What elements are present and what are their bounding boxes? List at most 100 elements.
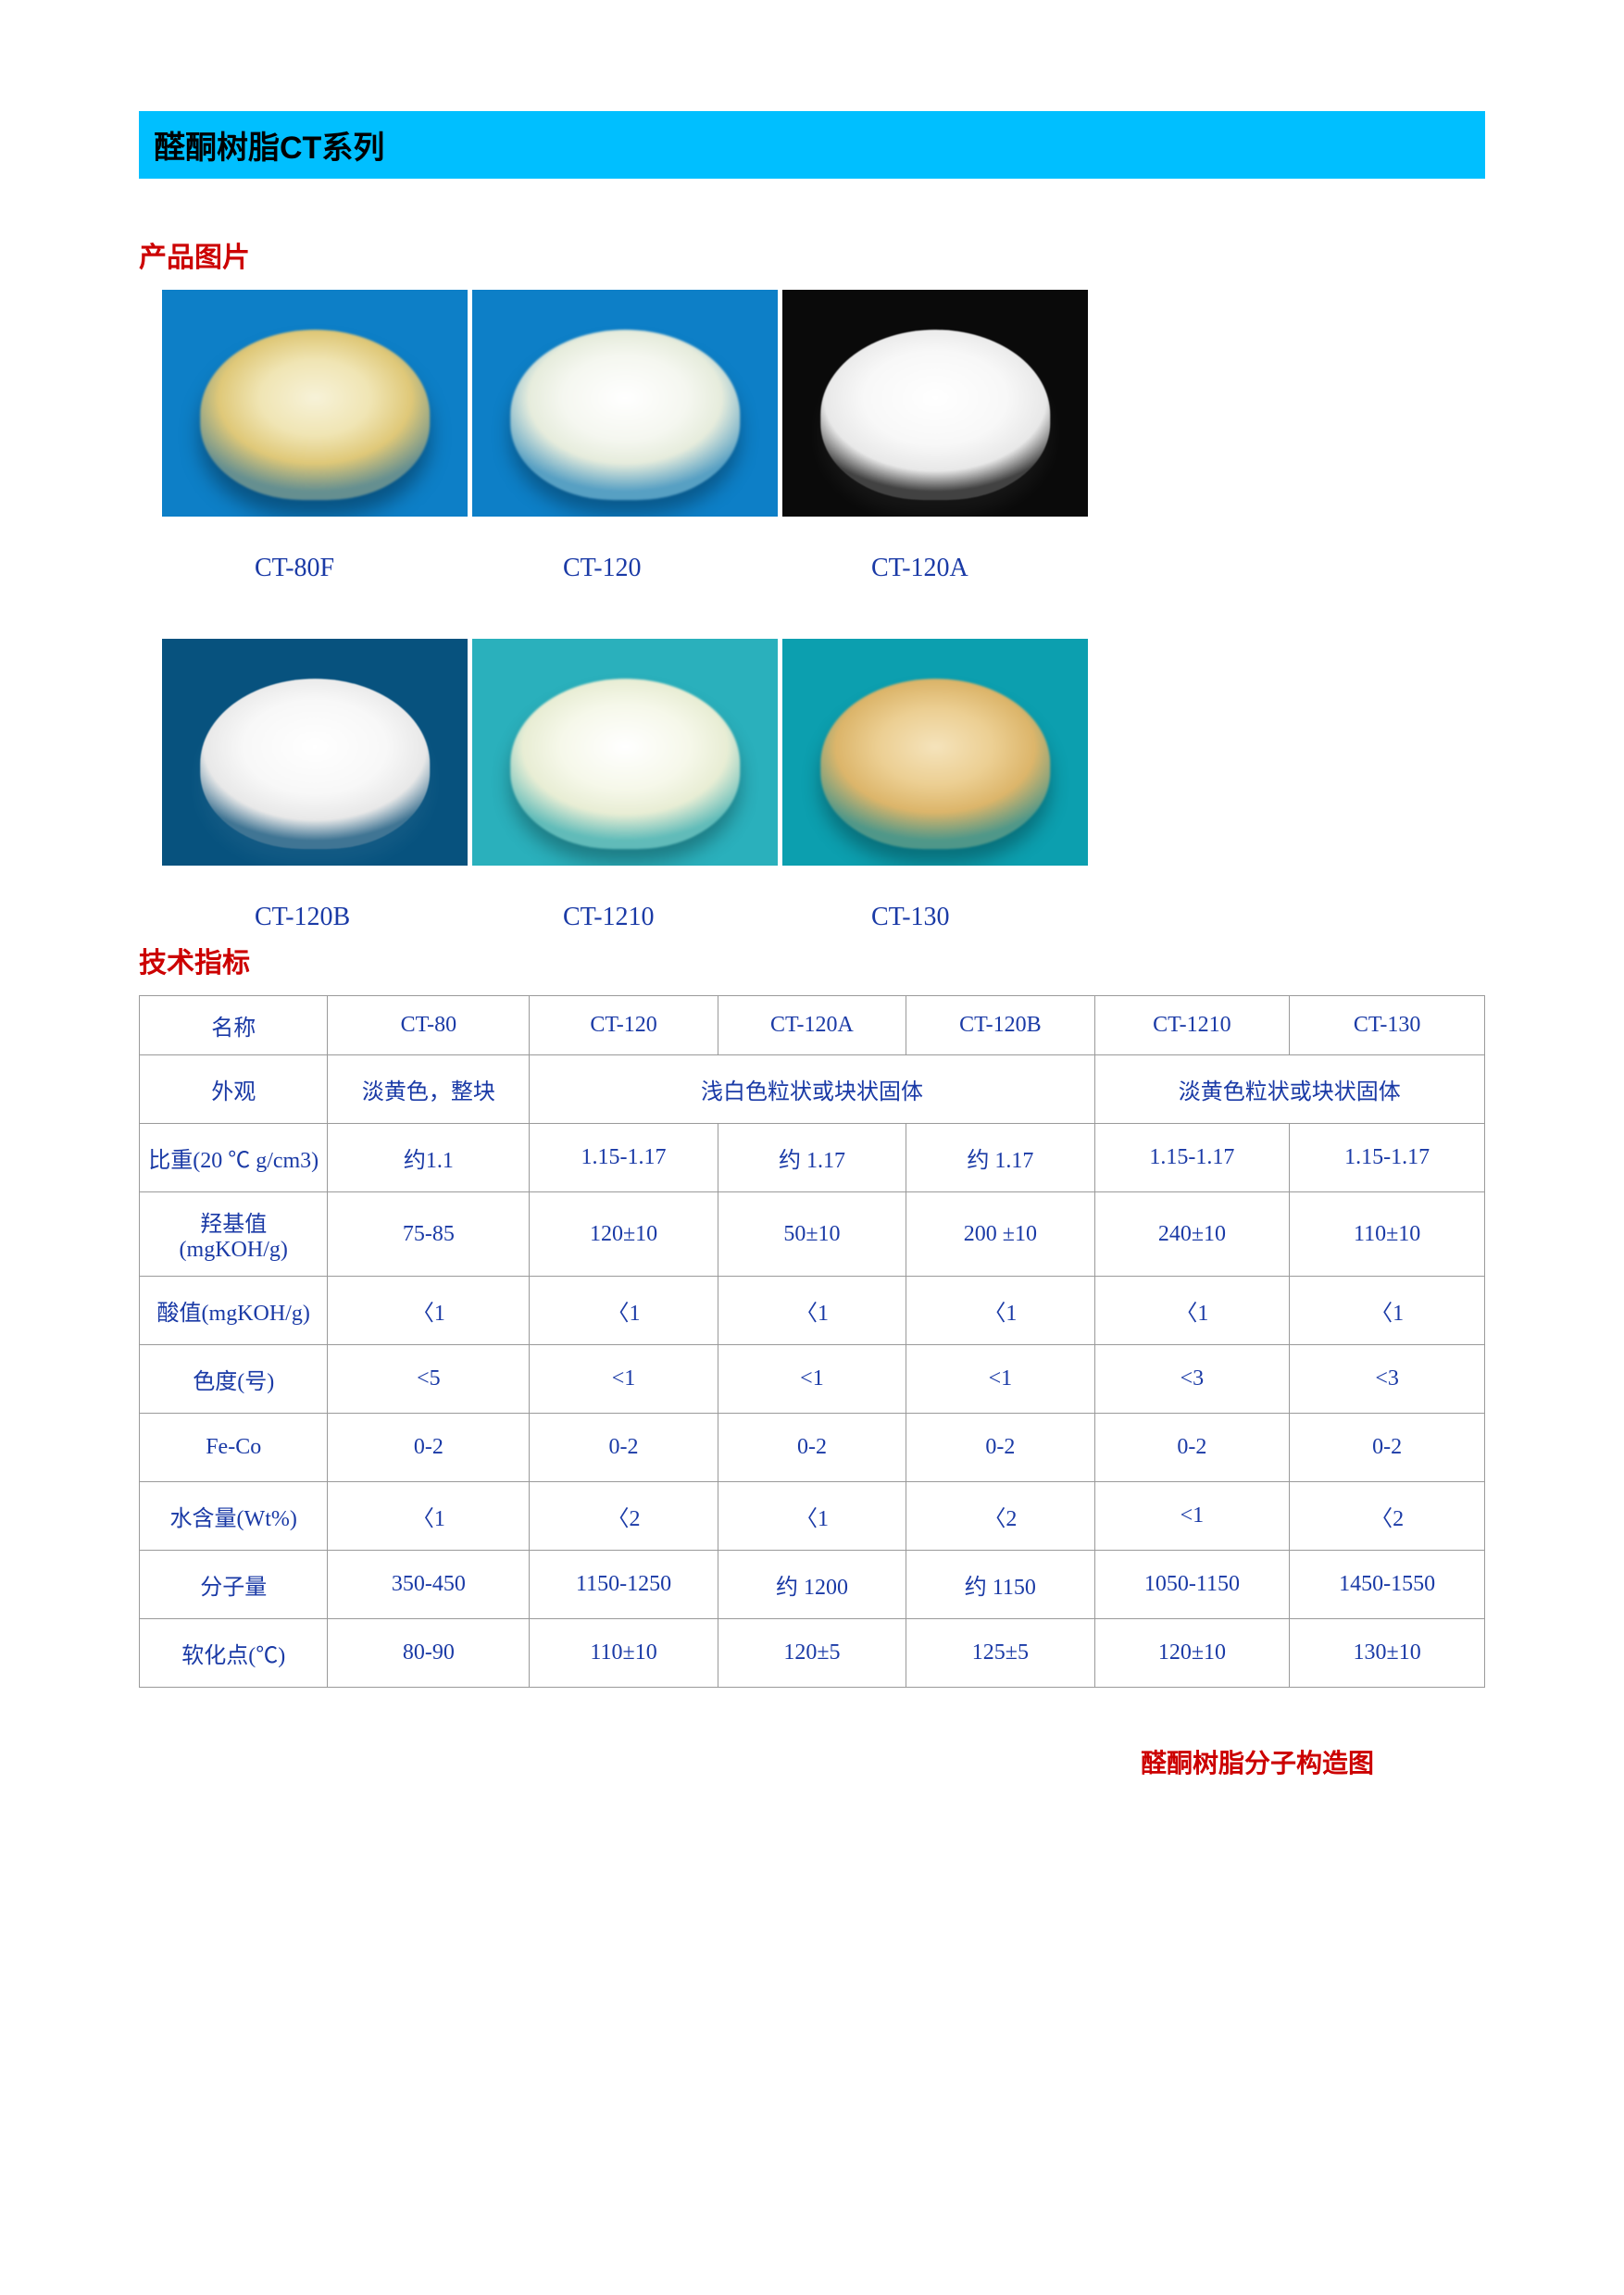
page-title: 醛酮树脂CT系列 [154,131,384,166]
table-cell: 〈2 [1290,1482,1485,1551]
table-row: 分子量350-4501150-1250约 1200约 11501050-1150… [140,1551,1485,1619]
row-header: 水含量(Wt%) [140,1482,328,1551]
tech-spec-heading: 技术指标 [139,940,1485,980]
product-photo-label: CT-1210 [498,903,806,932]
table-cell: 120±10 [1094,1619,1290,1688]
table-cell: 〈2 [906,1482,1094,1551]
table-cell: 50±10 [718,1192,906,1277]
table-cell: 约 1.17 [906,1124,1094,1192]
column-header: CT-120 [530,996,718,1055]
product-photo [472,290,778,517]
product-photo-label: CT-120B [190,903,498,932]
molecular-structure-heading: 醛酮树脂分子构造图 [139,1743,1485,1780]
table-cell: 0-2 [530,1414,718,1482]
crystal-pile-graphic [510,679,740,849]
table-cell: 0-2 [1290,1414,1485,1482]
table-cell: 淡黄色粒状或块状固体 [1094,1055,1484,1124]
column-header: CT-120B [906,996,1094,1055]
product-photo [162,639,468,866]
table-header-row: 名称CT-80CT-120CT-120ACT-120BCT-1210CT-130 [140,996,1485,1055]
table-row: 色度(号)<5<1<1<1<3<3 [140,1345,1485,1414]
table-cell: 〈1 [1094,1277,1290,1345]
product-label-row-1: CT-80FCT-120CT-120A [139,554,1485,583]
column-header: CT-1210 [1094,996,1290,1055]
table-cell: 〈1 [530,1277,718,1345]
crystal-pile-graphic [200,330,430,500]
row-header: 外观 [140,1055,328,1124]
row-header: 分子量 [140,1551,328,1619]
table-cell: 〈1 [1290,1277,1485,1345]
product-photo-label: CT-120A [806,554,1115,583]
column-header: CT-80 [328,996,530,1055]
row-header: 软化点(℃) [140,1619,328,1688]
product-label-row-2: CT-120BCT-1210CT-130 [139,903,1485,932]
table-cell: 约1.1 [328,1124,530,1192]
table-cell: 〈1 [718,1482,906,1551]
table-cell: 0-2 [328,1414,530,1482]
table-cell: 120±5 [718,1619,906,1688]
row-header: 酸值(mgKOH/g) [140,1277,328,1345]
product-photo [782,290,1088,517]
crystal-pile-graphic [820,679,1050,849]
spec-table: 名称CT-80CT-120CT-120ACT-120BCT-1210CT-130… [139,995,1485,1688]
row-header: 色度(号) [140,1345,328,1414]
table-cell: <3 [1290,1345,1485,1414]
table-cell: 〈1 [906,1277,1094,1345]
table-cell: 约 1.17 [718,1124,906,1192]
table-row: 比重(20 ℃ g/cm3)约1.11.15-1.17约 1.17约 1.171… [140,1124,1485,1192]
table-row: 软化点(℃)80-90110±10120±5125±5120±10130±10 [140,1619,1485,1688]
table-row: 羟基值(mgKOH/g)75-85120±1050±10200 ±10240±1… [140,1192,1485,1277]
row-header: 比重(20 ℃ g/cm3) [140,1124,328,1192]
table-row: Fe-Co0-20-20-20-20-20-2 [140,1414,1485,1482]
table-cell: 〈1 [328,1482,530,1551]
crystal-pile-graphic [510,330,740,500]
product-photo [472,639,778,866]
table-cell: 1150-1250 [530,1551,718,1619]
table-cell: 110±10 [530,1619,718,1688]
table-cell: 淡黄色，整块 [328,1055,530,1124]
table-cell: 〈1 [328,1277,530,1345]
table-cell: 1050-1150 [1094,1551,1290,1619]
table-cell: 〈1 [718,1277,906,1345]
product-photo [162,290,468,517]
row-header: 羟基值(mgKOH/g) [140,1192,328,1277]
table-cell: 200 ±10 [906,1192,1094,1277]
table-cell: 0-2 [718,1414,906,1482]
table-cell: 350-450 [328,1551,530,1619]
crystal-pile-graphic [200,679,430,849]
table-cell: 0-2 [906,1414,1094,1482]
table-cell: 125±5 [906,1619,1094,1688]
table-cell: 120±10 [530,1192,718,1277]
row-name-header: 名称 [140,996,328,1055]
table-cell: <5 [328,1345,530,1414]
table-cell: 1.15-1.17 [1290,1124,1485,1192]
product-photo-label: CT-130 [806,903,1115,932]
table-cell: <1 [906,1345,1094,1414]
table-cell: <1 [718,1345,906,1414]
product-images-heading: 产品图片 [139,234,1485,275]
table-cell: 80-90 [328,1619,530,1688]
table-cell: 1.15-1.17 [530,1124,718,1192]
table-cell: <1 [530,1345,718,1414]
product-photo-label: CT-120 [498,554,806,583]
column-header: CT-120A [718,996,906,1055]
table-cell: 浅白色粒状或块状固体 [530,1055,1094,1124]
product-photo [782,639,1088,866]
table-row: 酸值(mgKOH/g)〈1〈1〈1〈1〈1〈1 [140,1277,1485,1345]
table-cell: 〈2 [530,1482,718,1551]
table-cell: 1450-1550 [1290,1551,1485,1619]
table-row: 外观淡黄色，整块浅白色粒状或块状固体淡黄色粒状或块状固体 [140,1055,1485,1124]
table-row: 水含量(Wt%)〈1〈2〈1〈2<1〈2 [140,1482,1485,1551]
product-image-row-2 [139,639,1485,866]
table-cell: 130±10 [1290,1619,1485,1688]
table-cell: 0-2 [1094,1414,1290,1482]
product-image-row-1 [139,290,1485,517]
crystal-pile-graphic [820,330,1050,500]
table-cell: 240±10 [1094,1192,1290,1277]
table-cell: <1 [1094,1482,1290,1551]
row-header: Fe-Co [140,1414,328,1482]
table-cell: 1.15-1.17 [1094,1124,1290,1192]
product-photo-label: CT-80F [190,554,498,583]
table-cell: 约 1200 [718,1551,906,1619]
table-cell: 约 1150 [906,1551,1094,1619]
